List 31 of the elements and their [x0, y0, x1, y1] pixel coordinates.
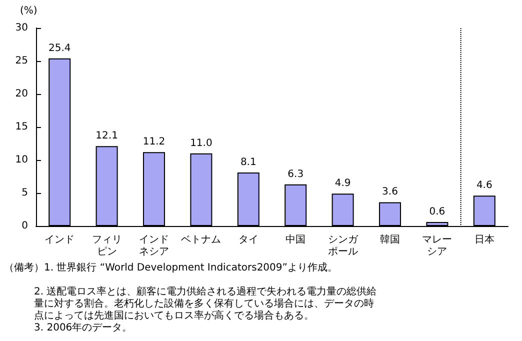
data-label: 11.2: [142, 136, 166, 148]
text: 3. 2006年のデータ。: [34, 322, 132, 334]
y-tick-label: 0: [22, 220, 28, 232]
x-tick-label: 中国: [286, 234, 306, 246]
y-axis-title: (%): [20, 6, 38, 16]
x-tick-label: タイ: [238, 234, 258, 246]
y-tick-label: 30: [15, 22, 28, 34]
y-tick-label: 20: [15, 88, 28, 100]
data-label: 3.6: [382, 186, 398, 198]
y-tick-label: 25: [15, 56, 28, 66]
x-tick-label: インド: [44, 234, 75, 246]
text: 2. 送配電ロス率とは、顧客に電力供給される過程で失われる電力量の総供給量に対する割合。老朽化した設備を多く保有している場合には、データの時点によっては先進国においてもロス率が高くでる場合もある。: [34, 286, 377, 322]
y-tick-label: 15: [15, 122, 28, 132]
x-tick-label: ベトナム: [181, 234, 222, 246]
y-tick-label: 5: [22, 188, 28, 198]
data-label: 4.9: [334, 178, 351, 190]
data-label: 6.3: [288, 168, 304, 180]
x-tick-label: 日本: [474, 234, 494, 246]
x-tick-label: インドネシア: [139, 234, 169, 258]
y-tick-label: 10: [15, 154, 28, 166]
data-label: 8.1: [240, 157, 256, 168]
data-label: 11.0: [190, 138, 212, 149]
text: （備考）1. 世界銀行 “World Development Indicators2009”より作成。: [4, 262, 338, 274]
x-tick-label: マレーシア: [422, 234, 452, 258]
data-label: 0.6: [429, 206, 446, 218]
data-label: 25.4: [48, 42, 71, 54]
x-tick-label: 韓国: [380, 234, 400, 246]
x-tick-label: フィリピン: [92, 234, 122, 258]
data-label: 12.1: [96, 130, 118, 142]
data-label: 4.6: [476, 180, 492, 192]
x-tick-label: シンガポール: [328, 234, 359, 258]
